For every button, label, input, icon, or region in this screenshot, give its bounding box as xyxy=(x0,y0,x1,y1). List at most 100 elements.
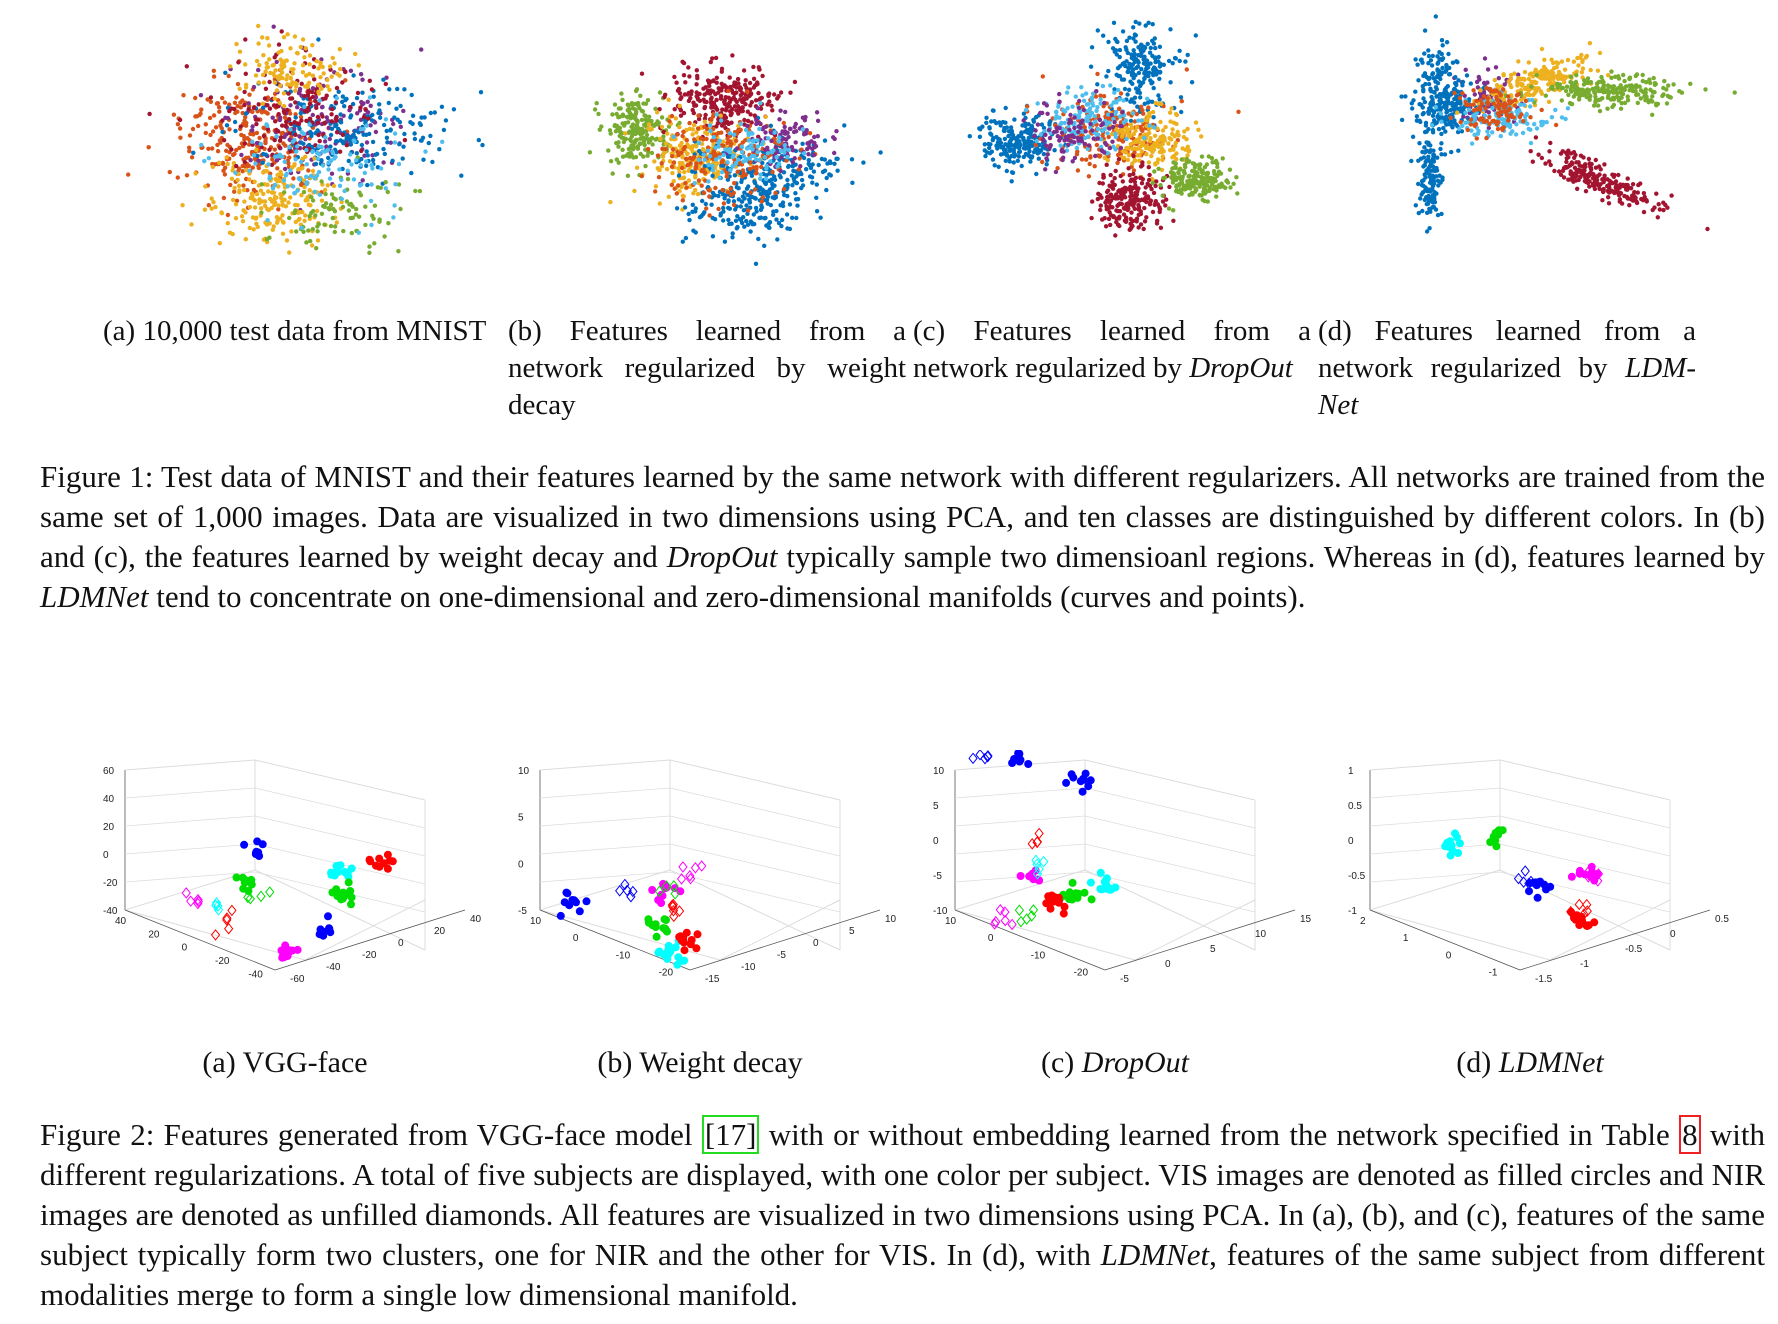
data-point xyxy=(730,231,735,236)
data-point xyxy=(1134,137,1139,143)
data-point xyxy=(989,119,994,124)
data-point xyxy=(291,184,296,189)
data-point xyxy=(281,220,286,225)
data-point xyxy=(699,213,704,219)
data-point xyxy=(1104,162,1109,167)
data-point xyxy=(325,84,330,89)
data-point xyxy=(628,138,634,144)
data-point xyxy=(1147,202,1153,207)
data-point xyxy=(669,182,675,187)
data-point xyxy=(383,81,388,87)
data-point xyxy=(302,218,307,223)
data-point xyxy=(1152,202,1157,207)
data-point xyxy=(627,114,632,120)
data-point xyxy=(1120,29,1126,34)
data-point xyxy=(1135,197,1140,202)
data-point xyxy=(614,123,620,129)
data-point xyxy=(388,140,393,145)
data-point xyxy=(703,201,708,207)
data-point xyxy=(251,84,257,90)
data-point xyxy=(629,124,634,129)
data-point xyxy=(328,67,333,72)
data-point xyxy=(1650,99,1655,104)
data-point xyxy=(1556,69,1562,75)
data-point xyxy=(1094,108,1099,114)
data-point xyxy=(983,153,988,159)
data-point xyxy=(768,123,773,128)
data-point xyxy=(1166,141,1171,146)
data-point xyxy=(247,168,252,173)
data-point xyxy=(1518,77,1523,82)
data-point xyxy=(1534,72,1539,78)
data-point xyxy=(752,221,757,227)
data-point xyxy=(1621,72,1626,78)
data-point xyxy=(1129,55,1134,61)
data-point xyxy=(643,113,648,119)
data-point xyxy=(623,131,628,136)
data-point xyxy=(333,139,339,144)
data-point xyxy=(358,193,364,198)
data-point xyxy=(663,146,668,152)
data-point xyxy=(1568,171,1573,177)
data-point xyxy=(364,140,370,145)
data-point xyxy=(314,105,319,111)
data-point xyxy=(1159,146,1165,152)
data-point xyxy=(355,90,361,96)
data-point xyxy=(280,203,286,208)
data-point xyxy=(364,159,369,164)
data-point xyxy=(254,221,259,226)
data-point xyxy=(800,183,806,188)
data-point xyxy=(383,186,388,191)
data-point xyxy=(302,104,307,110)
data-point xyxy=(1483,81,1488,87)
data-point xyxy=(1121,212,1127,217)
data-point xyxy=(202,207,208,212)
data-point xyxy=(1094,142,1100,148)
data-point xyxy=(1150,22,1155,27)
data-point xyxy=(1118,123,1123,129)
data-point xyxy=(1147,50,1153,55)
data-point xyxy=(221,168,226,173)
data-point xyxy=(249,195,255,200)
data-point xyxy=(758,207,764,212)
data-point xyxy=(1113,168,1118,174)
data-point xyxy=(1126,146,1131,151)
data-point xyxy=(232,100,238,106)
data-point xyxy=(1106,68,1111,74)
data-point xyxy=(270,186,276,191)
data-point xyxy=(1567,100,1573,106)
data-point xyxy=(1182,184,1188,189)
data-point xyxy=(1079,85,1084,90)
data-point xyxy=(1611,102,1617,108)
data-point xyxy=(1120,179,1125,184)
data-point xyxy=(682,92,687,97)
fig1c-scatter xyxy=(967,19,1241,238)
data-point xyxy=(1129,70,1134,75)
data-point xyxy=(180,203,185,208)
data-point xyxy=(395,86,400,92)
data-point xyxy=(258,206,264,211)
data-point xyxy=(1138,124,1143,130)
data-point xyxy=(720,107,725,112)
data-point xyxy=(738,97,743,102)
data-point xyxy=(336,89,341,95)
data-point xyxy=(1219,181,1224,186)
data-point xyxy=(1102,150,1107,155)
data-point xyxy=(167,169,172,175)
data-point xyxy=(217,109,222,114)
data-point xyxy=(1163,124,1168,130)
data-point xyxy=(1040,159,1045,165)
data-point xyxy=(1625,98,1631,103)
data-point xyxy=(620,112,626,117)
data-point xyxy=(804,167,809,172)
data-point xyxy=(1128,118,1134,124)
data-point xyxy=(634,117,639,123)
data-point xyxy=(265,123,270,128)
data-point xyxy=(327,207,332,212)
data-point xyxy=(704,136,709,142)
data-point xyxy=(363,222,368,228)
data-point xyxy=(221,195,227,201)
data-point xyxy=(377,108,382,113)
data-point xyxy=(1002,136,1008,142)
data-point xyxy=(1660,93,1665,99)
